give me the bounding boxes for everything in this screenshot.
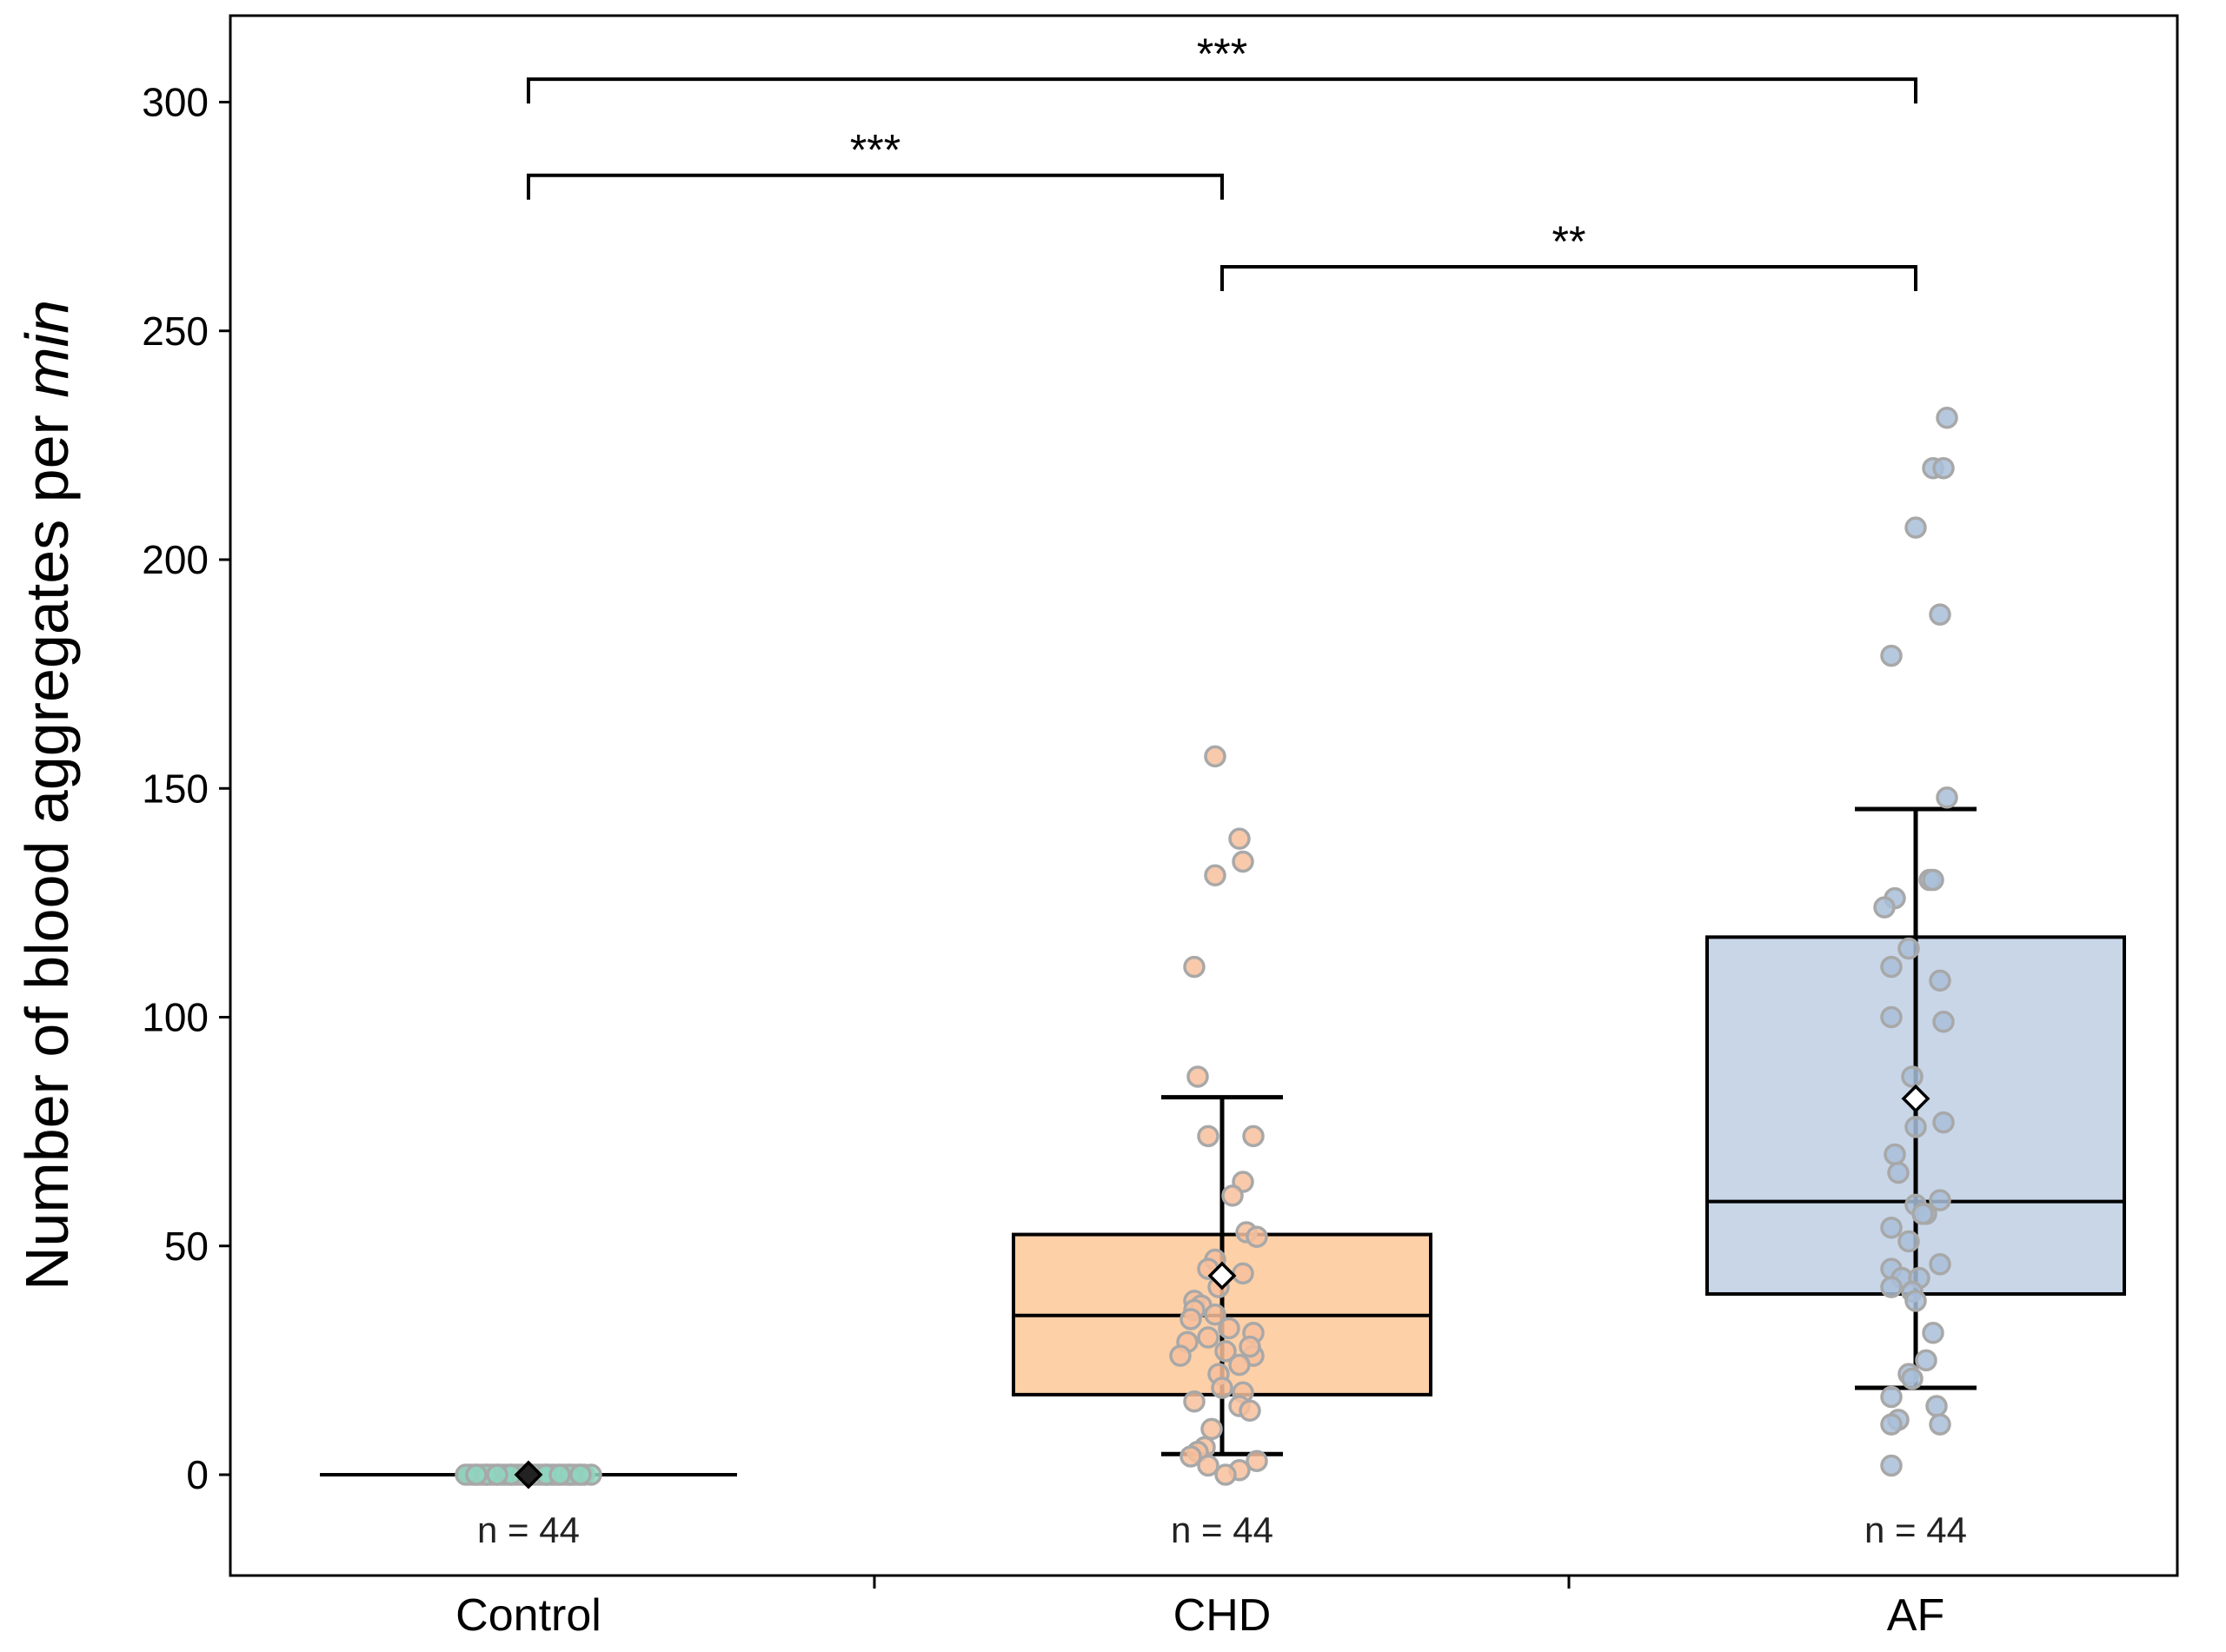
n-label: n = 44 bbox=[1864, 1509, 1967, 1550]
y-tick-label: 50 bbox=[164, 1224, 209, 1269]
significance-bracket bbox=[527, 77, 1917, 104]
data-point bbox=[486, 1463, 508, 1486]
significance-brackets: ******** bbox=[527, 30, 1917, 292]
data-point bbox=[1204, 1303, 1226, 1326]
significance-label: *** bbox=[850, 126, 900, 175]
data-point bbox=[1929, 1413, 1951, 1436]
x-tick-label: AF bbox=[1887, 1590, 1944, 1641]
data-point bbox=[1179, 1445, 1202, 1468]
data-point bbox=[1186, 1065, 1209, 1088]
data-point bbox=[1873, 896, 1896, 919]
data-point bbox=[1932, 456, 1955, 480]
y-tick-label: 250 bbox=[142, 309, 209, 354]
mean-marker bbox=[1901, 1084, 1930, 1113]
y-tick-label: 300 bbox=[142, 80, 209, 125]
data-point bbox=[1901, 1065, 1924, 1088]
significance-bracket bbox=[527, 173, 1224, 200]
plot-frame bbox=[229, 14, 2179, 1577]
data-point bbox=[1239, 1399, 1261, 1423]
y-tick-label: 150 bbox=[142, 766, 209, 811]
mean-marker bbox=[1207, 1261, 1237, 1290]
data-point bbox=[1897, 1230, 1920, 1253]
data-point bbox=[1904, 1116, 1927, 1138]
mean-marker bbox=[514, 1460, 543, 1489]
y-axis-ticks: 0 50 100 150 200 250 300 bbox=[142, 80, 230, 1497]
significance-bracket bbox=[1220, 265, 1917, 292]
data-point bbox=[1197, 1326, 1219, 1349]
data-point bbox=[1183, 955, 1206, 979]
data-point bbox=[1922, 868, 1944, 892]
data-point bbox=[1932, 1011, 1955, 1033]
y-tick-label: 0 bbox=[186, 1452, 209, 1497]
data-point bbox=[1880, 1454, 1903, 1477]
data-point bbox=[1880, 644, 1903, 667]
box-groups: n = 44 n = 44 n = 44 bbox=[320, 407, 2126, 1550]
data-point bbox=[1932, 1111, 1955, 1134]
data-point bbox=[1880, 1005, 1903, 1029]
significance-label: ** bbox=[1552, 217, 1586, 266]
data-point bbox=[1214, 1340, 1237, 1363]
data-point bbox=[569, 1463, 592, 1486]
data-point bbox=[1915, 1349, 1937, 1372]
data-point bbox=[1197, 1125, 1219, 1148]
significance-label: *** bbox=[1197, 30, 1247, 78]
data-point bbox=[465, 1463, 488, 1486]
data-point bbox=[1197, 1454, 1219, 1477]
data-point bbox=[1880, 1413, 1903, 1436]
data-point bbox=[1239, 1335, 1261, 1358]
data-point bbox=[1904, 516, 1927, 539]
data-point bbox=[1929, 969, 1951, 992]
data-point bbox=[1218, 1317, 1240, 1340]
data-point bbox=[1204, 745, 1226, 768]
data-point bbox=[1880, 1385, 1903, 1409]
data-point bbox=[1936, 407, 1958, 429]
x-axis-ticks: Control CHD AF bbox=[455, 1576, 1944, 1641]
data-point bbox=[1242, 1125, 1265, 1148]
data-point bbox=[1246, 1225, 1268, 1248]
data-point bbox=[1211, 1377, 1233, 1399]
data-point bbox=[1901, 1367, 1924, 1390]
data-point bbox=[1183, 1390, 1206, 1413]
data-point bbox=[1200, 1417, 1223, 1441]
data-point bbox=[1884, 1143, 1906, 1166]
data-point bbox=[548, 1463, 571, 1486]
y-tick-label: 200 bbox=[142, 537, 209, 582]
group-chd: n = 44 bbox=[1012, 745, 1432, 1550]
data-point bbox=[1887, 1161, 1910, 1184]
data-point bbox=[1904, 1290, 1927, 1312]
group-control: n = 44 bbox=[320, 1460, 737, 1550]
data-point bbox=[1911, 1203, 1934, 1225]
data-point bbox=[1228, 1353, 1251, 1377]
data-point bbox=[1929, 1189, 1951, 1211]
y-tick-label: 100 bbox=[142, 995, 209, 1040]
data-point bbox=[1936, 786, 1958, 809]
data-point bbox=[1232, 1262, 1254, 1285]
data-point bbox=[1228, 827, 1251, 850]
data-point bbox=[1880, 955, 1903, 979]
data-point bbox=[1925, 1395, 1948, 1417]
n-label: n = 44 bbox=[477, 1509, 580, 1550]
data-point bbox=[1880, 1276, 1903, 1298]
data-point bbox=[1214, 1463, 1237, 1486]
data-point bbox=[1232, 850, 1254, 873]
data-point bbox=[1246, 1450, 1268, 1472]
data-point bbox=[1897, 937, 1920, 960]
data-point bbox=[1204, 864, 1226, 887]
data-point bbox=[1880, 1216, 1903, 1239]
y-axis-label: Number of blood aggregates per min bbox=[13, 300, 81, 1290]
data-point bbox=[1929, 603, 1951, 626]
data-point bbox=[1179, 1308, 1202, 1330]
group-af: n = 44 bbox=[1705, 407, 2126, 1550]
n-label: n = 44 bbox=[1171, 1509, 1273, 1550]
x-tick-label: CHD bbox=[1173, 1590, 1272, 1641]
data-point bbox=[1929, 1253, 1951, 1276]
data-point bbox=[1169, 1344, 1192, 1367]
x-tick-label: Control bbox=[455, 1590, 601, 1641]
data-point bbox=[1221, 1184, 1244, 1207]
data-point bbox=[1922, 1322, 1944, 1344]
